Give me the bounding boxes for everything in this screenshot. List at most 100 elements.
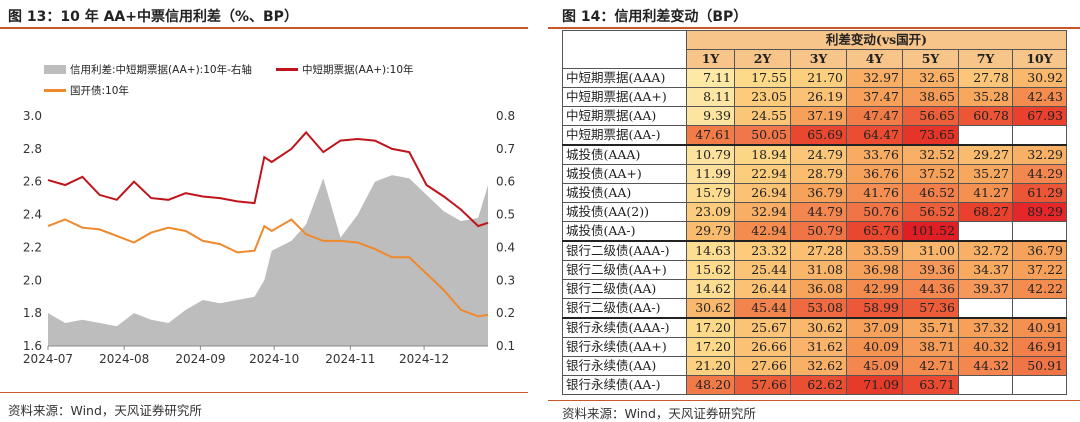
x-tick-label: 2024-10 [249,352,299,366]
table-cell: 44.29 [1012,164,1067,184]
table-cell: 30.62 [686,298,735,319]
table-cell: 30.92 [1012,68,1067,88]
table-cell: 56.52 [902,202,959,222]
table-cell: 40.91 [1012,317,1067,338]
legend-swatch-area [44,65,66,74]
table-row: 中短期票据(AA) 9.39 24.55 37.19 47.47 56.65 60.78 67… [562,106,1067,126]
left-figure-title: 图 13：10 年 AA+中票信用利差（%、BP） [8,9,298,25]
table-cell: 57.66 [734,375,791,395]
line-area-chart: 3.0 2.8 2.6 2.4 2.2 2.0 1.8 1.6 0.8 0.7 0.6 0.5 0.4 0… [23,109,515,366]
table-cell: 32.65 [902,68,959,88]
table-row: 中短期票据(AA-) 47.61 50.05 65.69 64.47 73.65 [562,125,1067,146]
table-cell: 36.76 [846,164,903,184]
table-cell: 33.59 [846,240,903,261]
table-cell: 28.79 [790,164,847,184]
table-cell: 39.36 [902,260,959,280]
table-cell: 67.93 [1012,106,1067,126]
table-cell: 18.94 [734,144,791,165]
table-cell: 60.78 [958,106,1013,126]
right-bottom-rule [548,400,1080,401]
spread-change-table: 利差变动(vs国开) 1Y 2Y 3Y 4Y 5Y 7Y 10Y 中短期票据(AAA) 7.1… [562,30,1067,395]
table-cell: 58.99 [846,298,903,319]
table-row: 城投债(AAA) 10.79 18.94 24.79 33.76 32.52 29.27 32… [562,144,1067,165]
table-cell: 61.29 [1012,183,1067,203]
y-left-tick-label: 1.8 [23,306,42,320]
table-cell: 22.94 [734,164,791,184]
table-cell: 71.09 [846,375,903,395]
table-cell: 42.22 [1012,279,1067,299]
table-cell: 50.05 [734,125,791,146]
table-row-label: 中短期票据(AA) [562,106,687,126]
table-column-header: 3Y [790,49,847,69]
table-cell: 36.08 [790,279,847,299]
table-row: 中短期票据(AAA) 7.11 17.55 21.70 32.97 32.65 27.78 3… [562,68,1067,88]
y-right-tick-label: 0.3 [496,273,515,287]
table-cell: 50.91 [1012,356,1067,376]
table-cell: 41.76 [846,183,903,203]
table-cell: 62.62 [790,375,847,395]
table-row-label: 城投债(AA) [562,183,687,203]
table-cell: 10.79 [686,144,735,165]
table-cell: 30.62 [790,317,847,338]
table-row: 城投债(AA(2)) 23.09 32.94 44.79 50.76 56.52 68.27… [562,202,1067,222]
table-cell [1012,375,1067,395]
table-row-label: 银行永续债(AA) [562,356,687,376]
table-cell: 38.71 [902,337,959,357]
table-cell: 21.70 [790,68,847,88]
y-right-tick-label: 0.2 [496,306,515,320]
table-cell: 26.94 [734,183,791,203]
legend-item-area: 信用利差:中短期票据(AA+):10年-右轴 [44,62,252,77]
table-cell: 45.44 [734,298,791,319]
table-cell: 25.44 [734,260,791,280]
table-cell: 17.20 [686,317,735,338]
table-row-label: 城投债(AA+) [562,164,687,184]
table-row-label: 中短期票据(AAA) [562,68,687,88]
x-tick-label: 2024-08 [99,352,149,366]
table-cell: 42.94 [734,221,791,242]
table-row: 银行二级债(AA-) 30.62 45.44 53.08 58.99 57.36 [562,298,1067,319]
legend-label-orange: 国开债:10年 [70,85,129,97]
table-cell: 65.69 [790,125,847,146]
y-right-tick-label: 0.4 [496,240,515,254]
table-cell: 14.63 [686,240,735,261]
left-figure: 图 13：10 年 AA+中票信用利差（%、BP） 信用利差:中短期票据(AA+… [0,0,528,421]
x-tick-label: 2024-12 [399,352,449,366]
legend-swatch-red [276,68,298,71]
y-left-tick-label: 2.6 [23,175,42,189]
table-cell: 68.27 [958,202,1013,222]
table-column-header: 1Y [686,49,735,69]
x-tick-label: 2024-09 [175,352,225,366]
table-row-label: 银行永续债(AA+) [562,337,687,357]
table-cell: 21.20 [686,356,735,376]
table-row-label: 中短期票据(AA+) [562,87,687,107]
table-corner-cell [562,30,687,69]
table-column-header-row: 1Y 2Y 3Y 4Y 5Y 7Y 10Y [563,49,1067,69]
table-cell: 33.76 [846,144,903,165]
table-cell: 15.79 [686,183,735,203]
y-right-tick-label: 0.7 [496,142,515,156]
table-cell [958,375,1013,395]
table-cell: 42.43 [1012,87,1067,107]
legend-label-red: 中短期票据(AA+):10年 [302,64,414,76]
table-column-header: 4Y [846,49,903,69]
table-cell: 32.52 [902,144,959,165]
table-cell: 26.44 [734,279,791,299]
table-cell: 23.09 [686,202,735,222]
table-column-header: 10Y [1012,49,1067,69]
table-cell: 32.72 [958,240,1013,261]
right-source-note: 资料来源：Wind，天风证券研究所 [562,406,756,421]
table-row: 银行二级债(AA+) 15.62 25.44 31.08 36.98 39.36 34.37… [562,260,1067,280]
y-left-tick-label: 2.4 [23,208,42,222]
table-row: 银行永续债(AA) 21.20 27.66 32.62 45.09 42.71 44.32 5… [562,356,1067,376]
table-cell: 9.39 [686,106,735,126]
table-cell: 44.32 [958,356,1013,376]
table-cell: 26.19 [790,87,847,107]
area-series-credit-spread [48,175,488,346]
table-cell: 27.78 [958,68,1013,88]
table-cell: 40.32 [958,337,1013,357]
table-cell: 46.52 [902,183,959,203]
left-bottom-rule [0,392,528,393]
table-cell [1012,298,1067,319]
table-row-label: 城投债(AA(2)) [562,202,687,222]
table-cell: 15.62 [686,260,735,280]
